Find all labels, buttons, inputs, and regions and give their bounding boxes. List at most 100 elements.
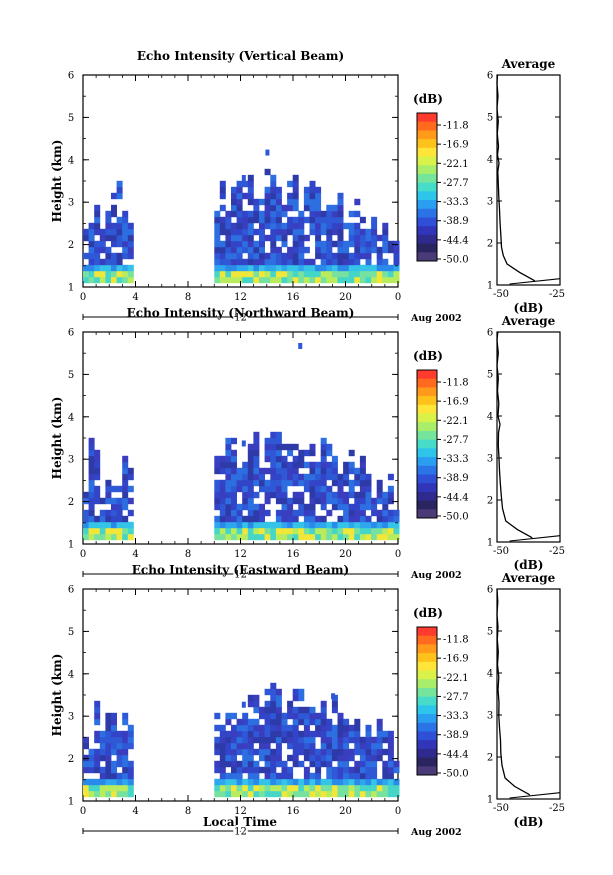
- echo-cell: [320, 455, 327, 463]
- echo-cell: [354, 760, 361, 768]
- echo-cell: [359, 485, 366, 493]
- profile-y-tick-label: 4: [487, 669, 493, 680]
- echo-cell: [111, 240, 117, 248]
- echo-cell: [259, 712, 265, 720]
- echo-cell: [219, 533, 226, 541]
- echo-cell: [111, 258, 117, 266]
- echo-cell: [326, 754, 333, 762]
- echo-cell: [214, 246, 221, 254]
- x-tick-label: 4: [132, 549, 138, 560]
- echo-cell: [253, 718, 260, 726]
- echo-cell: [236, 742, 243, 750]
- echo-cell: [371, 766, 378, 774]
- echo-cell: [259, 258, 265, 266]
- echo-cell: [88, 449, 95, 457]
- colorbar-label: -38.9: [443, 216, 469, 227]
- echo-cell: [231, 712, 237, 720]
- echo-cell: [247, 766, 254, 774]
- echo-cell: [219, 784, 226, 792]
- echo-cell: [298, 479, 305, 487]
- echo-cell: [331, 706, 338, 714]
- echo-cell: [382, 246, 389, 254]
- echo-cell: [371, 772, 378, 780]
- echo-cell: [376, 515, 383, 523]
- echo-cell: [309, 449, 316, 457]
- echo-cell: [242, 778, 249, 786]
- colorbar-swatch: [417, 147, 437, 157]
- echo-cell: [219, 228, 226, 236]
- profile-x-tick-label: -50: [493, 546, 509, 557]
- echo-cell: [359, 270, 366, 278]
- echo-cell: [116, 216, 123, 224]
- echo-cell: [309, 479, 316, 487]
- echo-cell: [122, 754, 129, 762]
- echo-cell: [242, 276, 249, 284]
- echo-cell: [315, 198, 322, 206]
- colorbar-swatch: [417, 191, 437, 201]
- echo-cell: [253, 766, 260, 774]
- echo-cell: [127, 527, 134, 535]
- echo-cell: [231, 533, 237, 541]
- colorbar-frame: [416, 112, 438, 262]
- echo-cell: [270, 688, 277, 696]
- echo-cell: [371, 276, 378, 284]
- profile-area: [496, 74, 561, 286]
- echo-cell: [219, 748, 226, 756]
- echo-cell: [320, 473, 327, 481]
- colorbar-swatch: [417, 439, 437, 449]
- colorbar-swatch: [417, 182, 437, 192]
- colorbar-label: -50.0: [443, 255, 469, 266]
- y-axis-label: Height (km): [50, 654, 64, 737]
- colorbar-label: -27.7: [443, 435, 469, 446]
- echo-cell: [122, 790, 129, 798]
- colorbar-swatch: [417, 208, 437, 218]
- echo-cell: [292, 186, 299, 194]
- echo-cell: [247, 790, 254, 798]
- echo-cell: [242, 180, 249, 188]
- echo-cell: [382, 240, 389, 248]
- echo-cell: [298, 258, 305, 266]
- echo-cell: [303, 276, 310, 284]
- echo-cell: [331, 204, 338, 212]
- echo-cell: [292, 455, 299, 463]
- echo-cell: [247, 503, 254, 511]
- echo-cell: [247, 491, 254, 499]
- echo-cell: [292, 688, 299, 696]
- echo-cell: [116, 778, 123, 786]
- echo-cell: [94, 485, 101, 493]
- echo-cell: [111, 252, 117, 260]
- y-tick-label: 3: [68, 455, 74, 466]
- echo-cell: [247, 461, 254, 469]
- echo-cell: [309, 186, 316, 194]
- echo-cell: [320, 497, 327, 505]
- echo-cell: [83, 509, 89, 517]
- echo-cell: [348, 509, 355, 517]
- echo-cell: [253, 443, 260, 451]
- echo-cell: [343, 784, 350, 792]
- echo-cell: [275, 724, 282, 732]
- echo-cell: [225, 449, 232, 457]
- echo-cell: [270, 754, 277, 762]
- echo-cell: [337, 246, 344, 254]
- colorbar-swatch: [417, 139, 437, 149]
- echo-cell: [116, 736, 123, 744]
- echo-cell: [259, 515, 265, 523]
- echo-cell: [343, 491, 350, 499]
- echo-cell: [127, 533, 134, 541]
- echo-cell: [219, 246, 226, 254]
- echo-cell: [231, 252, 237, 260]
- echo-cell: [326, 467, 333, 475]
- echo-cell: [359, 760, 366, 768]
- echo-cell: [354, 730, 361, 738]
- colorbar-label: -22.1: [443, 673, 469, 684]
- echo-cell: [348, 461, 355, 469]
- echo-cell: [365, 760, 372, 768]
- day-label: 12: [234, 313, 247, 324]
- echo-fragment: [331, 693, 336, 700]
- echo-cell: [88, 443, 95, 451]
- echo-cell: [287, 467, 294, 475]
- echo-cell: [387, 748, 394, 756]
- echo-cell: [331, 521, 338, 529]
- echo-cell: [247, 497, 254, 505]
- echo-cell: [259, 527, 265, 535]
